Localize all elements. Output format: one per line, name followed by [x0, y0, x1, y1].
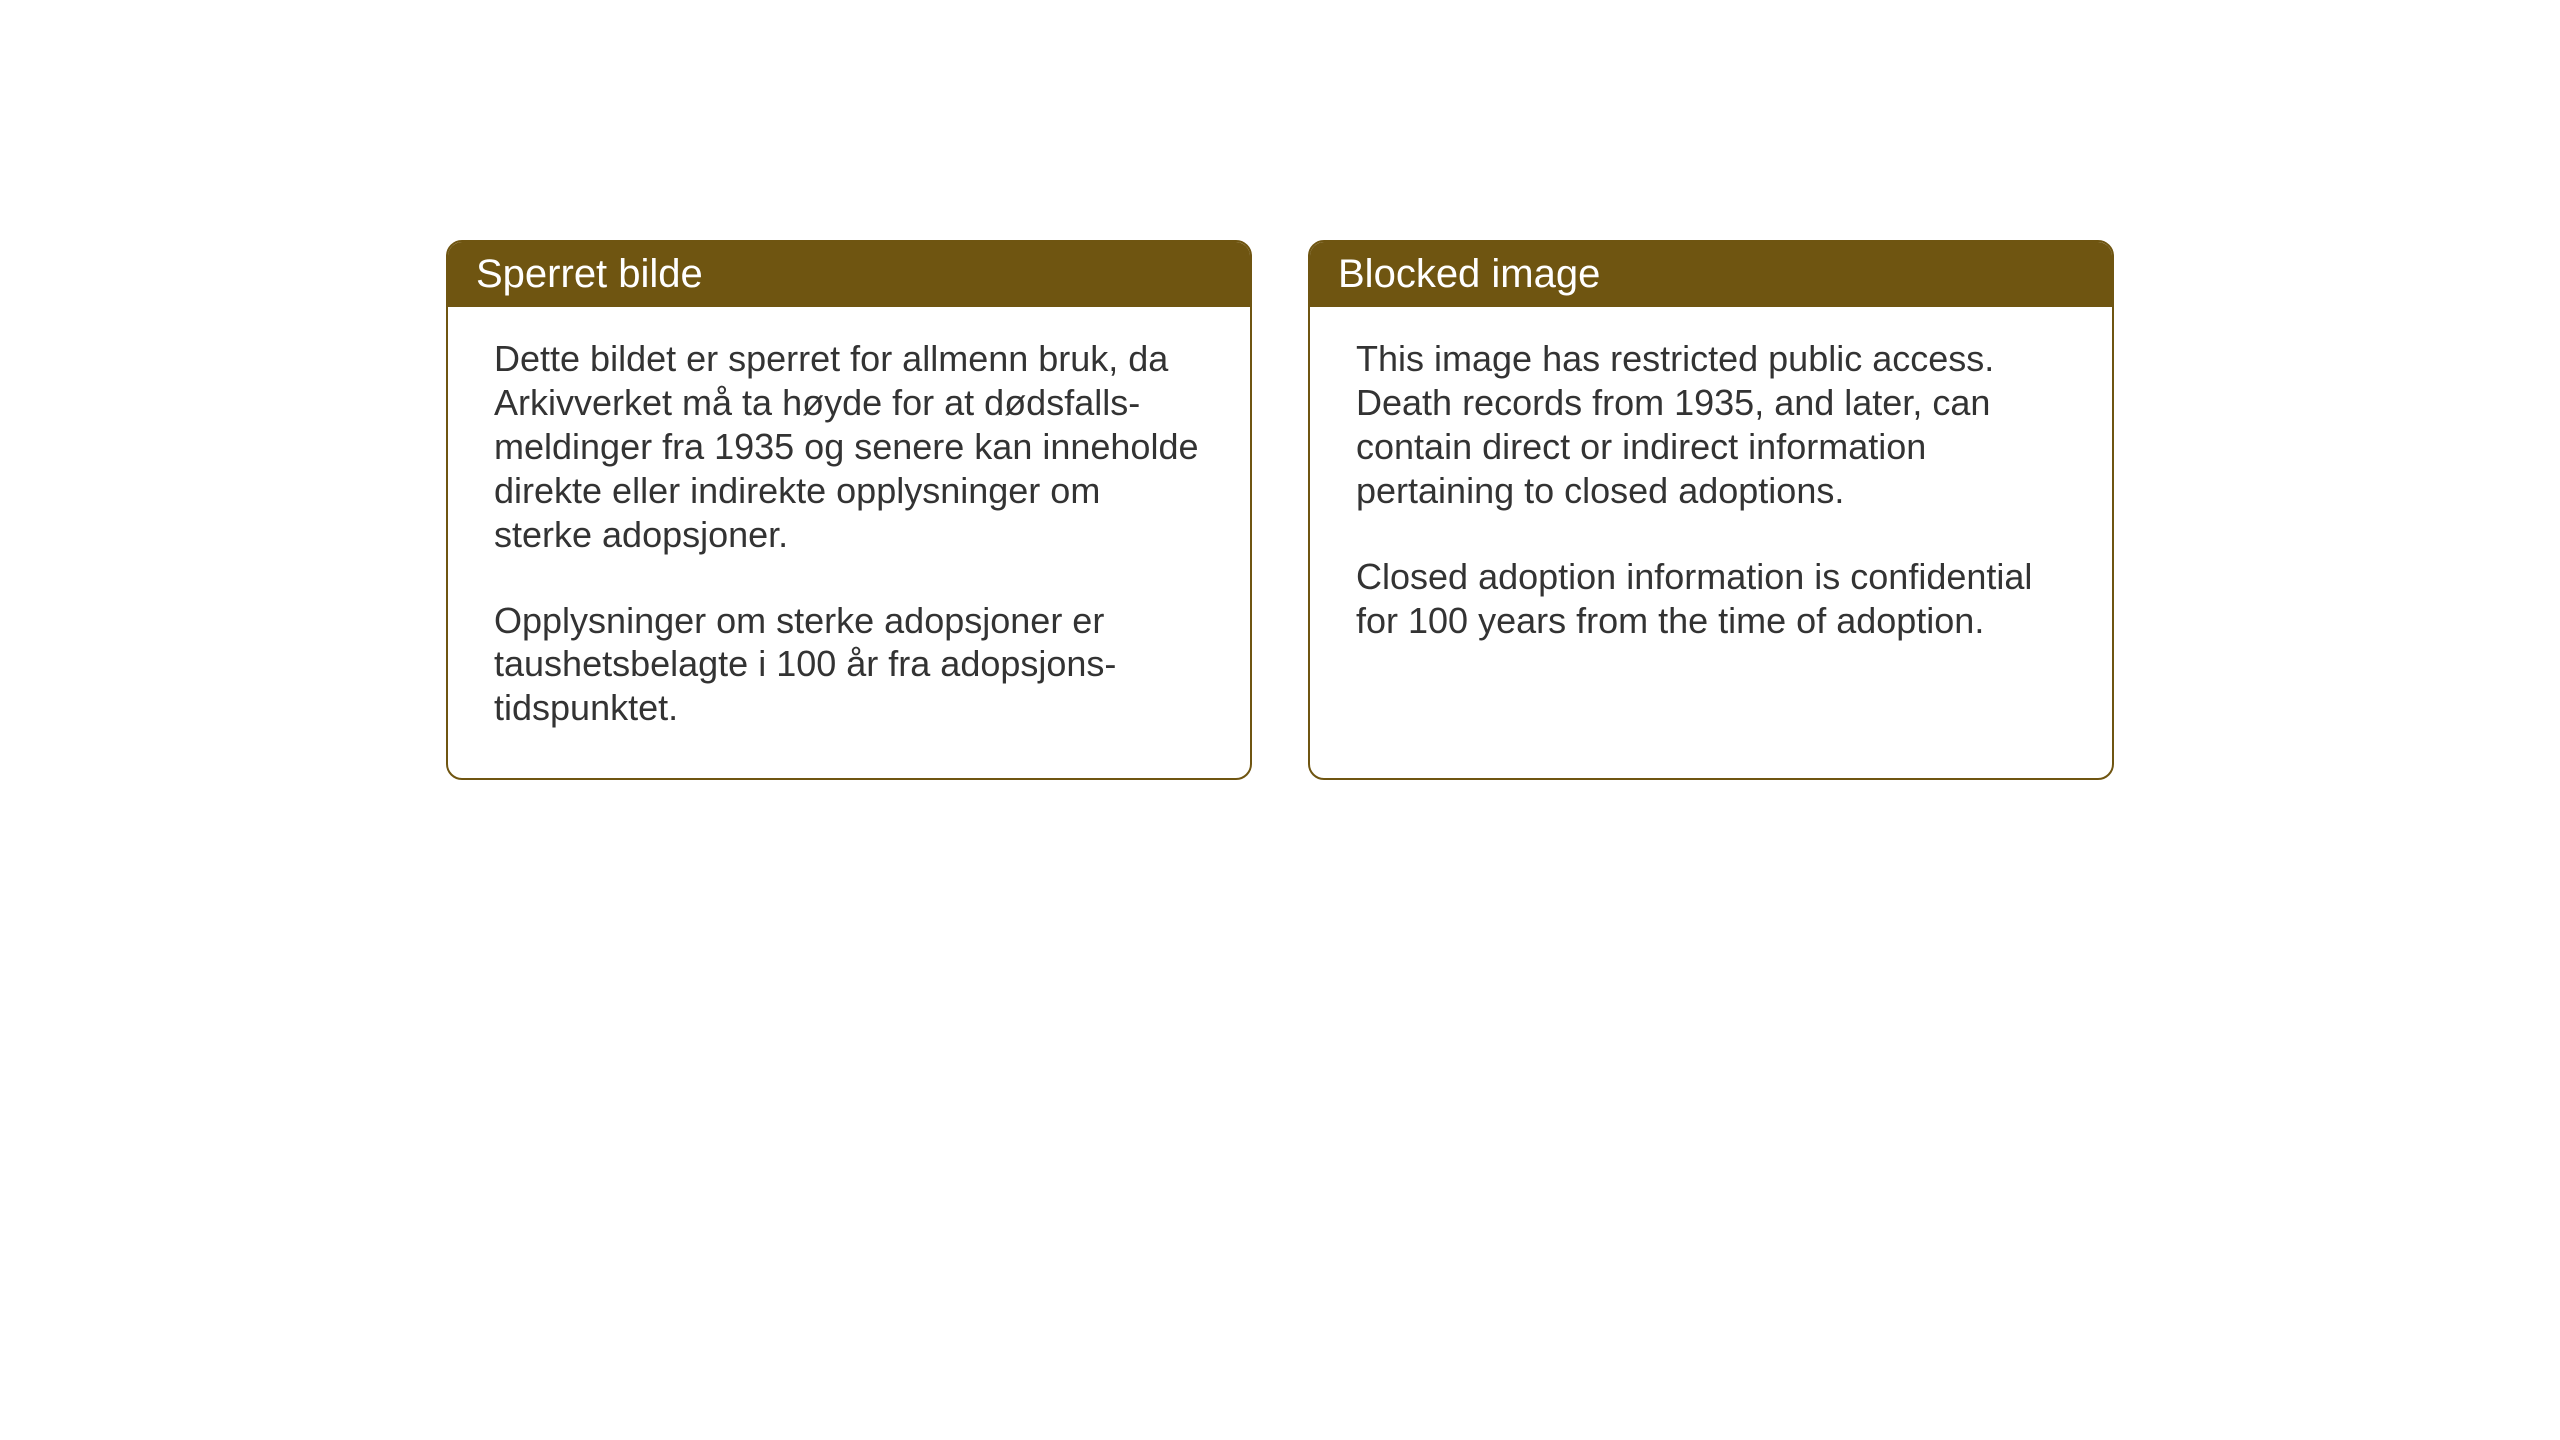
english-card-header: Blocked image — [1310, 242, 2112, 307]
norwegian-paragraph-1: Dette bildet er sperret for allmenn bruk… — [494, 337, 1204, 557]
norwegian-paragraph-2: Opplysninger om sterke adopsjoner er tau… — [494, 599, 1204, 731]
english-paragraph-1: This image has restricted public access.… — [1356, 337, 2066, 513]
english-notice-card: Blocked image This image has restricted … — [1308, 240, 2114, 780]
norwegian-card-body: Dette bildet er sperret for allmenn bruk… — [448, 307, 1250, 778]
norwegian-card-title: Sperret bilde — [476, 252, 1222, 297]
norwegian-card-header: Sperret bilde — [448, 242, 1250, 307]
notice-cards-container: Sperret bilde Dette bildet er sperret fo… — [446, 240, 2114, 780]
english-paragraph-2: Closed adoption information is confident… — [1356, 555, 2066, 643]
norwegian-notice-card: Sperret bilde Dette bildet er sperret fo… — [446, 240, 1252, 780]
english-card-title: Blocked image — [1338, 252, 2084, 297]
english-card-body: This image has restricted public access.… — [1310, 307, 2112, 755]
